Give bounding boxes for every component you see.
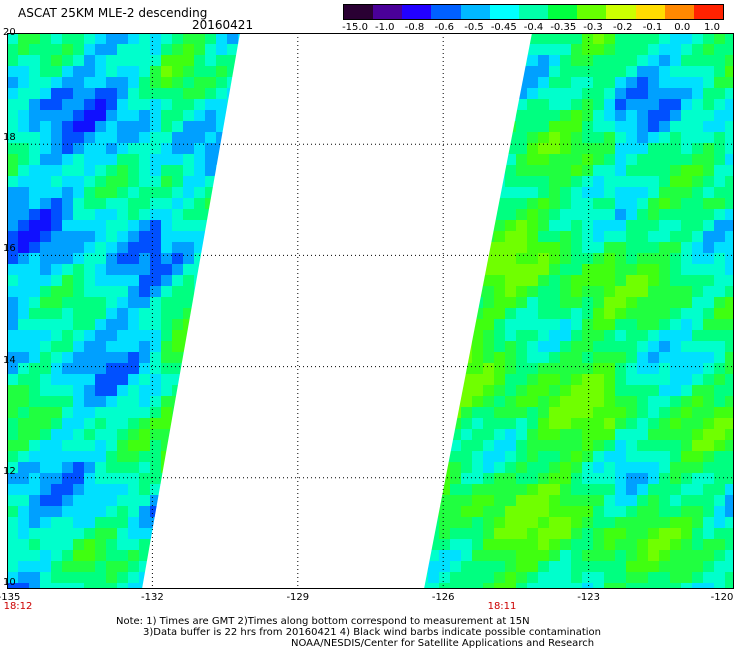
longitude-label: -135 (0, 592, 21, 603)
swath-time-left: 18:12 (3, 601, 33, 612)
note-line-2: 3)Data buffer is 22 hrs from 20160421 4)… (143, 627, 601, 638)
plot-frame (7, 33, 734, 589)
colorbar-label: -0.6 (434, 22, 455, 33)
note-line-3: NOAA/NESDIS/Center for Satellite Applica… (291, 638, 595, 649)
colorbar-segment (664, 5, 694, 19)
colorbar-segment (518, 5, 549, 19)
colorbar-segment (344, 5, 374, 19)
swath-right (424, 33, 734, 589)
latitude-label: 10 (3, 577, 16, 588)
colorbar-label: -0.45 (490, 22, 517, 33)
colorbar-label: -1.0 (374, 22, 395, 33)
longitude-label: -123 (577, 592, 600, 603)
colorbar-segment (693, 5, 724, 19)
latitude-label: 12 (3, 465, 16, 477)
swath-left (7, 33, 240, 589)
longitude-label: -132 (141, 592, 164, 603)
colorbar-label: -15.0 (342, 22, 368, 33)
colorbar-segment (606, 5, 636, 19)
colorbar-segment (489, 5, 519, 19)
colorbar (343, 4, 724, 20)
lat-lon-grid (7, 33, 734, 589)
colorbar-segment (635, 5, 665, 19)
colorbar-label: -0.4 (523, 22, 544, 33)
colorbar-segment (373, 5, 403, 19)
map-date: 20160421 (192, 18, 254, 32)
map-plot (7, 33, 734, 589)
longitude-label: -126 (431, 592, 455, 603)
colorbar-label: 0.0 (674, 22, 691, 33)
colorbar-label: -0.8 (404, 22, 425, 33)
latitude-label: 14 (3, 354, 16, 366)
colorbar-label: -0.2 (612, 22, 633, 33)
colorbar-segment (577, 5, 607, 19)
colorbar-label: -0.1 (642, 22, 663, 33)
swath-time-right: 18:11 (487, 601, 517, 612)
latitude-label: 18 (3, 132, 16, 144)
longitude-label: -129 (286, 592, 310, 603)
colorbar-segment (460, 5, 490, 19)
colorbar-label: -0.35 (550, 22, 577, 33)
latitude-label: 16 (3, 243, 16, 255)
colorbar-segment (548, 5, 578, 19)
longitude-label: -120 (710, 592, 734, 603)
colorbar-label: 1.0 (704, 22, 720, 33)
colorbar-label: -0.3 (583, 22, 603, 33)
colorbar-segment (402, 5, 432, 19)
colorbar-segment (431, 5, 461, 19)
note-line-1: Note: 1) Times are GMT 2)Times along bot… (116, 616, 530, 627)
colorbar-label: -0.5 (464, 22, 484, 33)
latitude-label: 20 (3, 27, 16, 38)
map-title: ASCAT 25KM MLE-2 descending (18, 6, 208, 20)
